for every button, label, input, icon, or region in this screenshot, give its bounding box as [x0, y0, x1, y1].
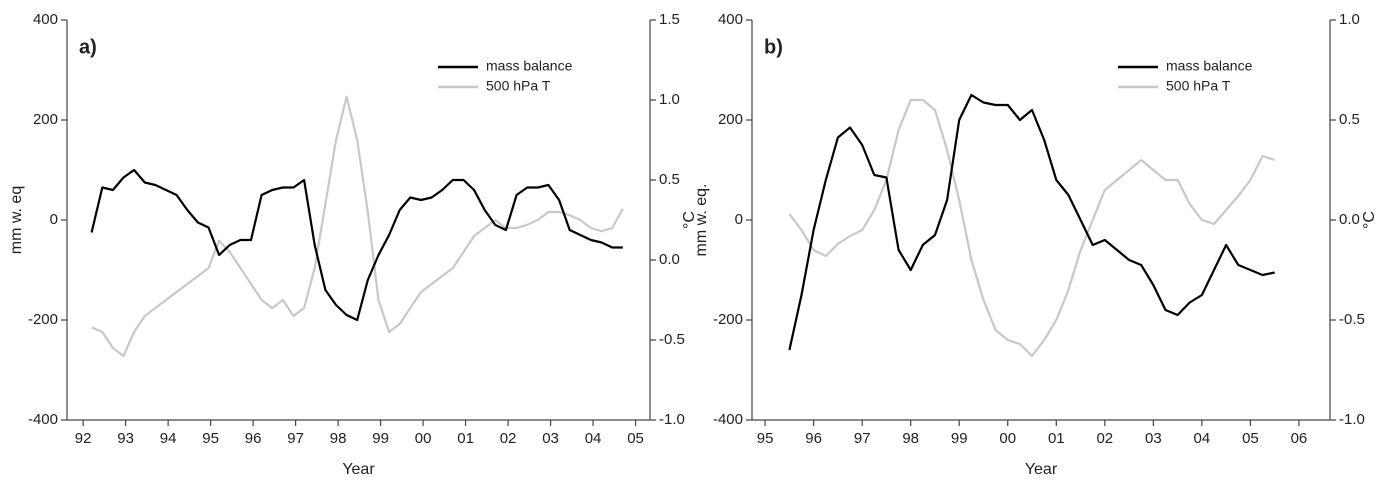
y2-tick-label: -1.0 [1339, 411, 1365, 428]
y-axis-label: mm w. eq [8, 186, 25, 254]
x-tick-label: 03 [1145, 430, 1162, 447]
data-line [90, 168, 623, 322]
y2-tick-label: 0.5 [659, 171, 680, 188]
y2-tick-label: -1.0 [659, 411, 685, 428]
x-tick-label: 04 [1194, 430, 1211, 447]
x-tick-label: 95 [757, 430, 774, 447]
y2-axis-label: °C [681, 211, 698, 229]
data-line [788, 98, 1276, 358]
x-tick-label: 96 [805, 430, 822, 447]
y2-tick-label: 1.0 [1339, 11, 1360, 28]
x-tick-label: 00 [415, 430, 432, 447]
x-tick-label: 97 [287, 430, 304, 447]
x-tick-label: 96 [245, 430, 262, 447]
y-tick-label: 400 [33, 11, 58, 28]
x-tick-label: 97 [854, 430, 871, 447]
panel-label: a) [79, 36, 97, 58]
x-tick-label: 03 [542, 430, 559, 447]
x-tick-label: 00 [999, 430, 1016, 447]
x-tick-label: 98 [330, 430, 347, 447]
y2-tick-label: 1.0 [659, 91, 680, 108]
y-tick-label: 0 [735, 211, 743, 228]
x-tick-label: 01 [1048, 430, 1065, 447]
x-tick-label: 01 [457, 430, 474, 447]
x-axis-label: Year [342, 461, 375, 478]
x-tick-label: 93 [117, 430, 134, 447]
x-tick-label: 99 [951, 430, 968, 447]
y2-tick-label: -0.5 [659, 331, 685, 348]
y-tick-label: 400 [718, 11, 743, 28]
y-tick-label: -200 [28, 311, 58, 328]
x-tick-label: 92 [75, 430, 92, 447]
x-tick-label: 99 [372, 430, 389, 447]
data-line [91, 95, 624, 358]
y2-tick-label: 0.0 [1339, 211, 1360, 228]
panel-label: b) [764, 36, 783, 58]
x-tick-label: 02 [1096, 430, 1113, 447]
x-tick-label: 94 [160, 430, 177, 447]
y2-tick-label: 0.0 [659, 251, 680, 268]
y2-tick-label: 1.5 [659, 11, 680, 28]
x-tick-label: 95 [202, 430, 219, 447]
y2-tick-label: 0.5 [1339, 111, 1360, 128]
x-tick-label: 04 [585, 430, 602, 447]
x-tick-label: 05 [1242, 430, 1259, 447]
y2-axis-label: °C [1361, 211, 1378, 229]
y-tick-label: 200 [33, 111, 58, 128]
y-tick-label: 200 [718, 111, 743, 128]
data-line [788, 93, 1275, 351]
y-tick-label: 0 [50, 211, 58, 228]
x-tick-label: 98 [902, 430, 919, 447]
x-tick-label: 02 [500, 430, 517, 447]
y-tick-label: -400 [713, 411, 743, 428]
x-tick-label: 05 [627, 430, 644, 447]
y2-tick-label: -0.5 [1339, 311, 1365, 328]
y-axis-label: mm w. eq. [693, 184, 710, 257]
legend-label: 500 hPa T [486, 78, 551, 94]
legend-label: 500 hPa T [1166, 78, 1231, 94]
x-tick-label: 06 [1291, 430, 1308, 447]
y-tick-label: -400 [28, 411, 58, 428]
y-tick-label: -200 [713, 311, 743, 328]
x-axis-label: Year [1025, 461, 1058, 478]
legend-label: mass balance [486, 58, 573, 74]
legend-label: mass balance [1166, 58, 1253, 74]
